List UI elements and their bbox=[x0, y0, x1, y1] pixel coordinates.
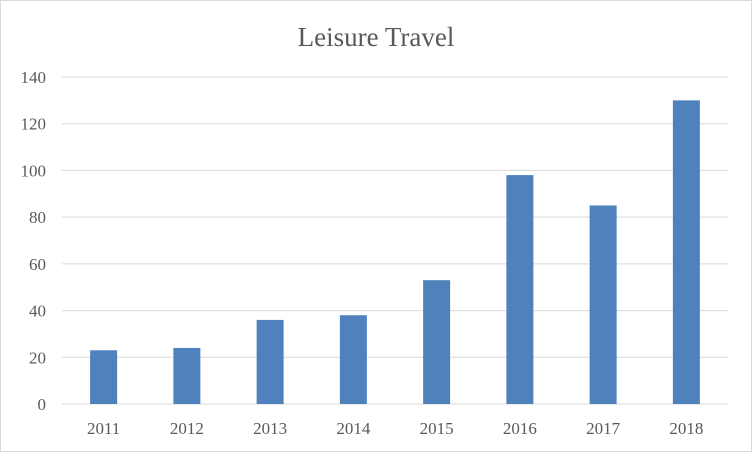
x-tick-label: 2012 bbox=[170, 419, 204, 438]
gridlines bbox=[62, 76, 728, 405]
bar-2015 bbox=[423, 280, 451, 404]
x-tick-label: 2018 bbox=[669, 419, 703, 438]
y-tick-label: 0 bbox=[38, 395, 47, 414]
bar-2017 bbox=[589, 205, 617, 404]
y-tick-label: 120 bbox=[21, 115, 47, 134]
x-tick-label: 2016 bbox=[503, 419, 537, 438]
x-tick-label: 2017 bbox=[586, 419, 621, 438]
x-tick-label: 2013 bbox=[253, 419, 287, 438]
chart-title: Leisure Travel bbox=[298, 22, 455, 52]
bars bbox=[90, 100, 700, 404]
x-axis-tick-labels: 2011 2012 2013 2014 2015 2016 2017 2018 bbox=[87, 419, 703, 438]
y-tick-label: 140 bbox=[21, 68, 47, 87]
y-tick-label: 40 bbox=[29, 302, 46, 321]
y-tick-label: 20 bbox=[29, 348, 46, 367]
x-tick-label: 2011 bbox=[87, 419, 120, 438]
bar-2011 bbox=[90, 350, 118, 404]
bar-2013 bbox=[256, 319, 284, 404]
bar-2018 bbox=[672, 100, 700, 404]
bar-2012 bbox=[173, 347, 201, 404]
y-tick-label: 80 bbox=[29, 208, 46, 227]
x-tick-label: 2015 bbox=[420, 419, 454, 438]
y-tick-label: 60 bbox=[29, 255, 46, 274]
y-axis-tick-labels: 0 20 40 60 80 100 120 140 bbox=[21, 68, 47, 414]
y-tick-label: 100 bbox=[21, 161, 47, 180]
x-tick-label: 2014 bbox=[336, 419, 371, 438]
bar-2016 bbox=[506, 175, 534, 404]
bar-2014 bbox=[339, 315, 367, 404]
